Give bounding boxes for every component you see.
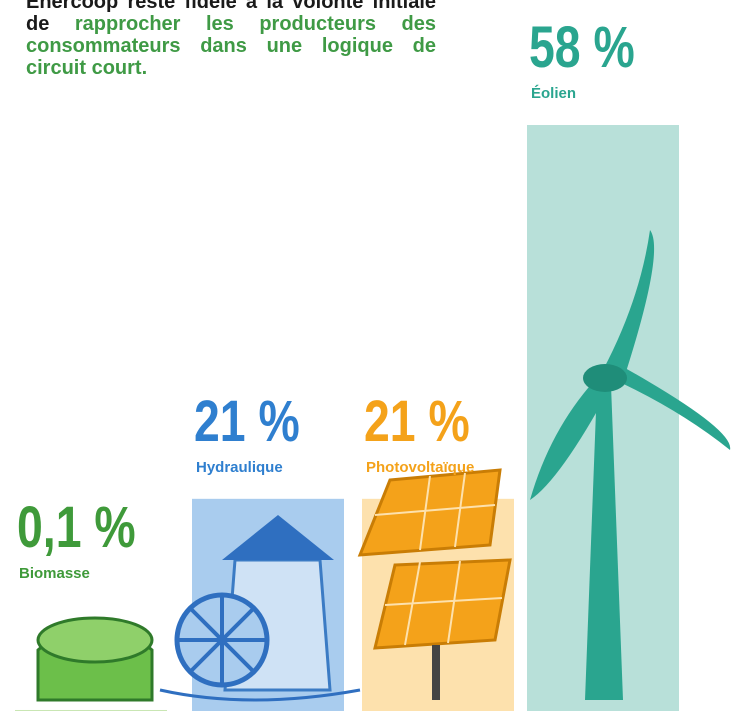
category-label: Éolien	[531, 85, 576, 102]
value-label: 58 %	[529, 15, 635, 80]
intro-highlight: rapprocher les producteurs des consommat…	[26, 13, 436, 79]
biomass-icon-top	[36, 616, 154, 664]
intro-text: Enercoop reste fidèle à la volonté initi…	[26, 0, 436, 79]
category-label: Biomasse	[19, 565, 90, 582]
mill-roof	[222, 515, 334, 560]
water	[159, 688, 361, 702]
value-label: 21 %	[364, 389, 470, 454]
category-label: Photovoltaïque	[366, 459, 474, 476]
turbine-blade	[530, 380, 610, 500]
turbine-hub	[583, 364, 627, 392]
labels: 0,1 % Biomasse 21 % Hydraulique 21 % Photovol…	[17, 15, 635, 582]
category-label: Hydraulique	[196, 459, 283, 476]
turbine-blade	[603, 230, 655, 375]
illustrations	[36, 230, 731, 702]
value-label: 21 %	[194, 389, 300, 454]
mill-spokes	[177, 595, 267, 685]
intro: Enercoop reste fidèle à la volonté initi…	[26, 0, 436, 35]
solar-post	[432, 645, 440, 700]
solar-panel	[357, 468, 502, 557]
value-label: 0,1 %	[17, 495, 136, 560]
turbine-tower	[585, 385, 623, 700]
bar	[15, 709, 167, 711]
turbine-blade	[615, 368, 731, 450]
solar-grid	[374, 472, 503, 646]
